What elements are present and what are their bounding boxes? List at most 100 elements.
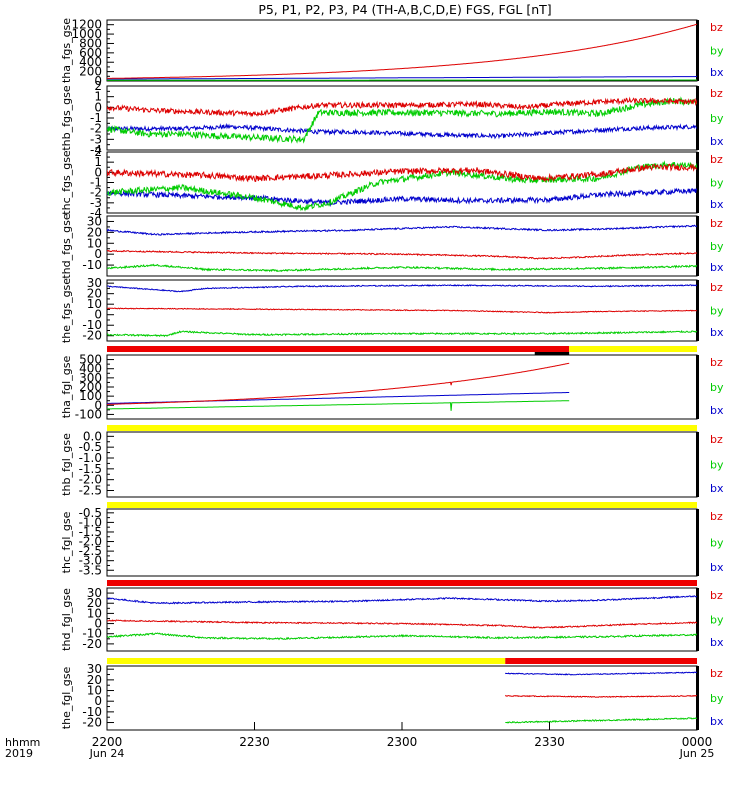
legend-by: by (710, 45, 724, 58)
mode-bar-segment (107, 502, 697, 508)
series-group (107, 363, 569, 411)
series-line-bz (107, 24, 697, 78)
series-line-bz (107, 620, 697, 628)
panel-frame (107, 588, 697, 651)
mode-bar-segment (107, 658, 505, 664)
mode-bars-group (107, 346, 697, 664)
panel-frame (107, 666, 697, 730)
series-line-bz (107, 164, 697, 181)
mode-bar-segment (505, 658, 697, 664)
series-line-by (107, 265, 697, 272)
legend-bx: bx (710, 482, 724, 495)
xtick-date: Jun 24 (89, 747, 125, 760)
panel-ylabel: thc_fgl_gse (60, 511, 73, 573)
legend-by: by (710, 112, 724, 125)
ytick-label: -0.5 (79, 506, 102, 520)
legend-bx: bx (710, 135, 724, 148)
panel-right-strip (696, 355, 699, 419)
legend-bz: bz (710, 87, 723, 100)
legend-bz: bz (710, 281, 723, 294)
panel-right-strip (696, 20, 699, 81)
mode-bar-segment (107, 425, 697, 431)
series-group (107, 225, 697, 271)
legend-by: by (710, 459, 724, 472)
ytick-label: 30 (87, 586, 102, 600)
series-line-bx (107, 285, 697, 292)
legend-bz: bz (710, 153, 723, 166)
series-line-bx (107, 596, 697, 604)
legend-bz: bz (710, 433, 723, 446)
ytick-label: 500 (79, 353, 102, 367)
legend-bz: bz (710, 667, 723, 680)
panel-frame (107, 20, 697, 81)
legend-by: by (710, 692, 724, 705)
panel-frame (107, 152, 697, 213)
ytick-label: 2 (94, 79, 102, 93)
xaxis-label-year: 2019 (5, 747, 33, 760)
panel-ylabel: the_fgs_gse (60, 278, 73, 343)
panel-ylabel: the_fgl_gse (60, 667, 73, 730)
legend-by: by (710, 537, 724, 550)
panel-ylabel: thc_fgs_gse (60, 150, 73, 215)
mode-bar-marker (535, 352, 569, 355)
xtick-label: 2330 (534, 735, 565, 749)
legend-bz: bz (710, 510, 723, 523)
legend-bx: bx (710, 715, 724, 728)
series-line-by (107, 331, 697, 336)
panel-right-strip (696, 432, 699, 497)
series-group (107, 98, 697, 142)
series-group (107, 596, 697, 640)
legend-bz: bz (710, 21, 723, 34)
series-line-by (505, 718, 697, 723)
legend-by: by (710, 177, 724, 190)
ytick-label: 0.0 (83, 429, 102, 443)
mode-bar-segment (107, 346, 569, 352)
xtick-date: Jun 25 (679, 747, 715, 760)
series-line-by (107, 633, 697, 640)
ytick-label: 1200 (71, 18, 102, 32)
series-group (107, 162, 697, 210)
series-group (107, 285, 697, 337)
panel-frame (107, 355, 697, 419)
panel-frame (107, 86, 697, 150)
legend-bz: bz (710, 356, 723, 369)
series-line-bx (505, 672, 697, 675)
ytick-label: 30 (87, 214, 102, 228)
ytick-label: 30 (87, 662, 102, 676)
series-line-bx (107, 225, 697, 235)
ytick-label: 30 (87, 276, 102, 290)
legend-by: by (710, 305, 724, 318)
panel-right-strip (696, 152, 699, 213)
panel-ylabel: tha_fgl_gse (60, 356, 73, 419)
xtick-label: 2300 (387, 735, 418, 749)
panel-frame (107, 432, 697, 497)
legend-by: by (710, 240, 724, 253)
legend-bx: bx (710, 636, 724, 649)
legend-bx: bx (710, 261, 724, 274)
legend-bx: bx (710, 404, 724, 417)
series-group (505, 672, 697, 723)
panel-frame (107, 509, 697, 576)
series-group (107, 24, 697, 80)
legend-by: by (710, 614, 724, 627)
panel-right-strip (696, 588, 699, 651)
series-line-bz (107, 250, 697, 259)
panel-ylabel: thd_fgs_gse (60, 213, 73, 279)
legend-bx: bx (710, 326, 724, 339)
mode-bar-segment (569, 346, 697, 352)
xtick-label: 2230 (239, 735, 270, 749)
